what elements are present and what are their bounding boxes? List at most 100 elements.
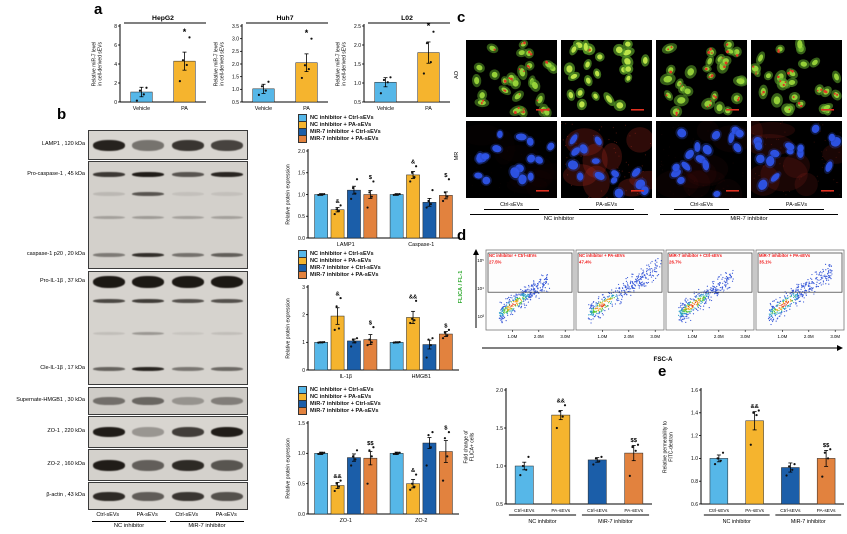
- flow-gate: [667, 252, 753, 293]
- legend-item: MiR-7 inhibitor + Ctrl-sEVs: [298, 263, 462, 272]
- ao-image: [466, 39, 559, 119]
- bar: [587, 459, 607, 505]
- scale-bar: [821, 190, 834, 192]
- blot-band: [171, 491, 204, 501]
- data-point: [307, 67, 310, 71]
- data-point: [370, 341, 373, 344]
- data-point: [257, 93, 260, 97]
- y-tick-label: 2: [114, 81, 117, 87]
- microscopy-row-label: MR: [454, 151, 460, 161]
- flow-x-tick: 2.0M: [534, 334, 544, 339]
- significance-marker: &&: [409, 294, 417, 300]
- blot-band: [92, 427, 125, 437]
- flow-y-axis-label: FLICA / FL-1: [458, 270, 464, 304]
- y-tick-label: 1.0: [298, 451, 305, 457]
- bar: [314, 453, 328, 515]
- data-point: [431, 431, 434, 434]
- data-point: [351, 455, 355, 458]
- data-point: [398, 451, 401, 454]
- blot-band: [92, 367, 125, 372]
- data-point: [826, 457, 830, 460]
- scale-bar: [726, 190, 739, 192]
- y-tick-label: 0.6: [691, 502, 698, 508]
- data-point: [757, 409, 760, 412]
- x-category-label: ZO-1: [340, 518, 352, 524]
- blot-band: [171, 139, 204, 151]
- data-point: [303, 64, 307, 67]
- blot-protein-label: Pro-IL-1β , 37 kDa: [39, 278, 85, 285]
- blot-lane-label: PA-sEVs: [215, 512, 237, 518]
- x-category-label: PA-sEVs: [624, 508, 643, 514]
- data-point: [425, 464, 428, 467]
- data-point: [372, 446, 375, 449]
- blot-band: [92, 491, 125, 501]
- data-point: [721, 451, 725, 454]
- data-point: [323, 192, 326, 196]
- data-point: [319, 452, 322, 455]
- flow-percentage: 35.1%: [759, 260, 772, 265]
- significance-marker: $$: [631, 438, 638, 444]
- blot-band: [132, 427, 165, 437]
- data-point: [441, 199, 445, 203]
- blot-band: [132, 299, 165, 304]
- scale-bar: [536, 190, 549, 192]
- data-point: [592, 463, 595, 466]
- blot-protein-label: LAMP1 , 120 kDa: [41, 141, 85, 147]
- mr-image: [654, 120, 753, 212]
- blot-band: [211, 332, 244, 336]
- data-point: [429, 446, 432, 449]
- b1-block: NC inhibitor + Ctrl-sEVs NC inhibitor + P…: [284, 113, 462, 256]
- data-point: [425, 206, 428, 209]
- data-point: [379, 92, 382, 95]
- mr-image: [560, 121, 673, 200]
- blot-band: [132, 215, 165, 219]
- significance-marker: *: [427, 21, 431, 31]
- data-point: [372, 326, 375, 329]
- data-point: [351, 186, 355, 190]
- microscopy-group-underline: [470, 214, 648, 215]
- group-bracket-label: NC inhibitor: [723, 519, 751, 525]
- data-point: [785, 474, 788, 477]
- y-tick-label: 0.5: [298, 214, 305, 220]
- blot-protein-label: caspase-1 p20 , 20 kDa: [26, 251, 85, 258]
- data-point: [135, 99, 138, 102]
- panel-a-label: a: [94, 1, 103, 18]
- y-tick-label: 1.5: [354, 62, 361, 68]
- significance-marker: $$: [823, 443, 830, 449]
- data-point: [631, 445, 634, 449]
- y-tick-label: 2.5: [354, 24, 361, 30]
- significance-marker: *: [183, 27, 187, 37]
- data-point: [443, 437, 447, 440]
- y-tick-label: 4: [114, 62, 117, 68]
- data-point: [335, 482, 338, 485]
- data-point: [422, 72, 425, 75]
- data-point: [598, 460, 601, 463]
- data-point: [317, 341, 320, 344]
- flow-x-tick: 3.0M: [560, 334, 570, 339]
- data-point: [392, 193, 395, 197]
- data-point: [350, 464, 353, 467]
- significance-marker: *: [305, 28, 309, 38]
- chart-title: L02: [401, 15, 413, 22]
- panel-e-bar-chart: 0.6 0.8 1.0 1.2 1.4 1.6 Relative permeability …: [661, 376, 846, 534]
- data-point: [752, 411, 755, 414]
- y-tick-label: 1.5: [232, 74, 239, 80]
- data-point: [427, 338, 430, 341]
- y-tick-label: 1.0: [691, 456, 698, 462]
- blot-band: [92, 276, 125, 289]
- bar: [389, 342, 404, 371]
- data-point: [382, 78, 386, 82]
- blot-band: [132, 459, 165, 471]
- flow-x-tick: 3.0M: [830, 334, 840, 339]
- b2-block: NC inhibitor + Ctrl-sEVs NC inhibitor + P…: [284, 249, 462, 388]
- bar: [347, 457, 361, 515]
- chart-title: Huh7: [277, 15, 294, 22]
- blot-band: [132, 139, 165, 151]
- microscopy-row-label: AO: [454, 70, 460, 80]
- legend-item-label: NC inhibitor + PA-sEVs: [310, 257, 372, 264]
- data-point: [368, 338, 371, 341]
- flow-cytometry-plots: NC inhibitor + Ctrl-sEVs 27.5% 1.0M 2.0M 3.0…: [473, 249, 845, 363]
- ao-image: [561, 39, 652, 117]
- data-point: [264, 89, 267, 92]
